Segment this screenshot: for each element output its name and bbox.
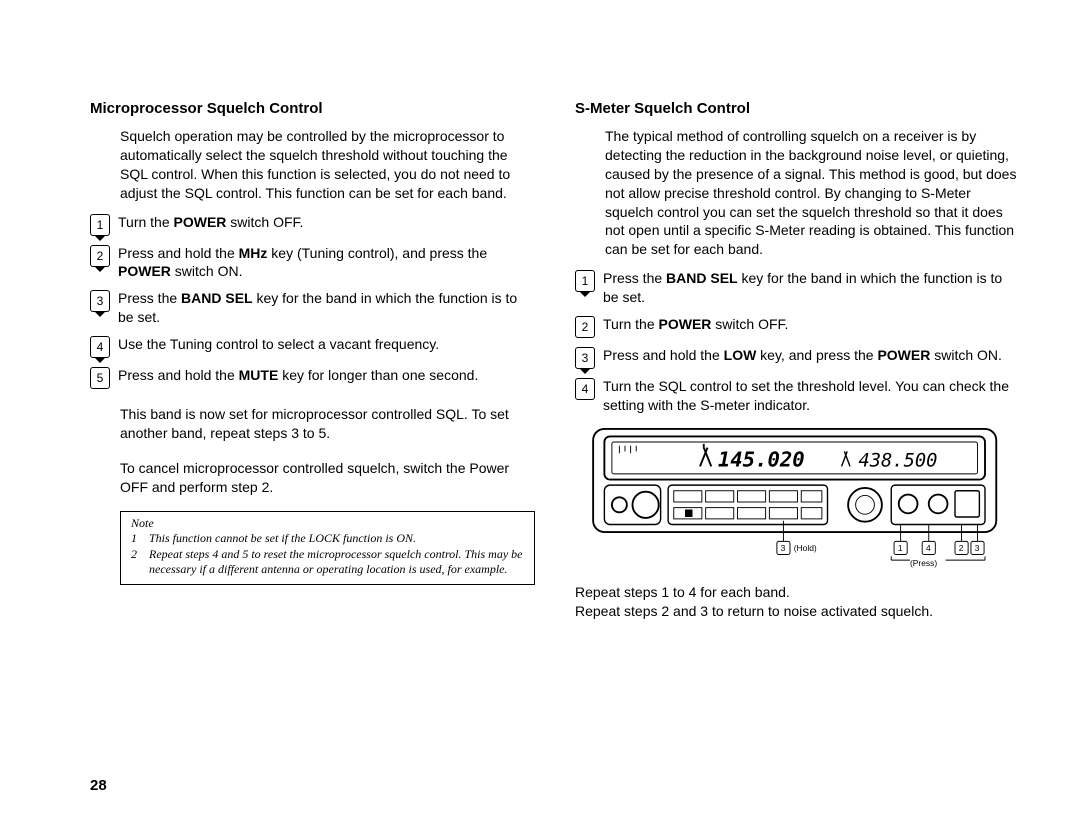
step-text: Turn the POWER switch OFF.	[603, 315, 788, 334]
step-number-icon: 5	[90, 367, 110, 389]
label-press: (Press)	[910, 558, 937, 568]
page-number: 28	[90, 777, 535, 794]
left-intro: Squelch operation may be controlled by t…	[120, 127, 535, 203]
step-text: Press and hold the MUTE key for longer t…	[118, 366, 478, 385]
note-number: 1	[131, 531, 141, 547]
step-row: 2 Press and hold the MHz key (Tuning cont…	[90, 244, 535, 282]
step-row: 1 Press the BAND SEL key for the band in …	[575, 269, 1020, 307]
callout-3: 3	[975, 543, 980, 553]
left-column: Microprocessor Squelch Control Squelch o…	[90, 100, 535, 794]
step-text: Turn the SQL control to set the threshol…	[603, 377, 1020, 415]
callout-2: 2	[959, 543, 964, 553]
right-heading: S-Meter Squelch Control	[575, 100, 1020, 117]
label-hold: (Hold)	[794, 543, 817, 553]
step-text: Press and hold the LOW key, and press th…	[603, 346, 1002, 365]
display-freq-left: 145.020	[718, 447, 805, 471]
radio-diagram: 145.020 438.500	[575, 427, 1020, 577]
right-column: S-Meter Squelch Control The typical meth…	[575, 100, 1020, 794]
step-number-icon: 2	[575, 316, 595, 338]
note-text: This function cannot be set if the LOCK …	[149, 531, 416, 547]
step-row: 3 Press and hold the LOW key, and press t…	[575, 346, 1020, 369]
step-text: Press and hold the MHz key (Tuning contr…	[118, 244, 535, 282]
step-number-icon: 2	[90, 245, 110, 267]
left-steps: 1 Turn the POWER switch OFF. 2 Press and ho…	[90, 213, 535, 398]
step-row: 1 Turn the POWER switch OFF.	[90, 213, 535, 236]
repeat-2: Repeat steps 2 and 3 to return to noise …	[575, 602, 1020, 621]
left-heading: Microprocessor Squelch Control	[90, 100, 535, 117]
step-row: 2 Turn the POWER switch OFF.	[575, 315, 1020, 338]
note-title: Note	[131, 516, 524, 532]
right-steps: 1 Press the BAND SEL key for the band in …	[575, 269, 1020, 423]
step-row: 3 Press the BAND SEL key for the band in …	[90, 289, 535, 327]
display-freq-right: 438.500	[858, 450, 937, 471]
callout-3-hold: 3	[781, 543, 786, 553]
step-number-icon: 3	[90, 290, 110, 312]
note-line: 2 Repeat steps 4 and 5 to reset the micro…	[131, 547, 524, 578]
right-intro: The typical method of controlling squelc…	[605, 127, 1020, 259]
left-followup-2: To cancel microprocessor controlled sque…	[120, 459, 535, 497]
step-number-icon: 1	[575, 270, 595, 292]
step-row: 4 Turn the SQL control to set the thresho…	[575, 377, 1020, 415]
step-text: Press the BAND SEL key for the band in w…	[603, 269, 1020, 307]
repeat-1: Repeat steps 1 to 4 for each band.	[575, 583, 1020, 602]
note-line: 1 This function cannot be set if the LOCK…	[131, 531, 524, 547]
note-number: 2	[131, 547, 141, 578]
step-text: Turn the POWER switch OFF.	[118, 213, 303, 232]
step-number-icon: 3	[575, 347, 595, 369]
step-number-icon: 4	[575, 378, 595, 400]
manual-page: Microprocessor Squelch Control Squelch o…	[0, 0, 1080, 834]
step-row: 5 Press and hold the MUTE key for longer …	[90, 366, 535, 389]
step-text: Use the Tuning control to select a vacan…	[118, 335, 439, 354]
step-number-icon: 1	[90, 214, 110, 236]
callout-4: 4	[926, 543, 931, 553]
step-number-icon: 4	[90, 336, 110, 358]
callout-1: 1	[898, 543, 903, 553]
note-text: Repeat steps 4 and 5 to reset the microp…	[149, 547, 524, 578]
step-text: Press the BAND SEL key for the band in w…	[118, 289, 535, 327]
step-row: 4 Use the Tuning control to select a vaca…	[90, 335, 535, 358]
note-box: Note 1 This function cannot be set if the…	[120, 511, 535, 585]
left-followup-1: This band is now set for microprocessor …	[120, 405, 535, 443]
